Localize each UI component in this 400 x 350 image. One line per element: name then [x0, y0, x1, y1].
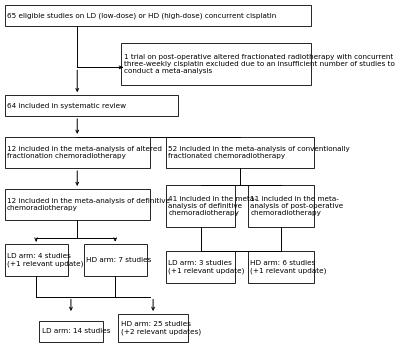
Text: 12 included in the meta-analysis of definitive
chemoradiotherapy: 12 included in the meta-analysis of defi… — [7, 198, 170, 211]
FancyBboxPatch shape — [118, 314, 188, 342]
Text: 64 included in systematic review: 64 included in systematic review — [7, 103, 126, 108]
Text: HD arm: 6 studies
(+1 relevant update): HD arm: 6 studies (+1 relevant update) — [250, 260, 327, 274]
FancyBboxPatch shape — [248, 186, 314, 227]
FancyBboxPatch shape — [4, 5, 311, 26]
Text: LD arm: 14 studies: LD arm: 14 studies — [42, 328, 110, 334]
Text: HD arm: 25 studies
(+2 relevant updates): HD arm: 25 studies (+2 relevant updates) — [121, 321, 201, 335]
Text: 12 included in the meta-analysis of altered
fractionation chemoradiotherapy: 12 included in the meta-analysis of alte… — [7, 146, 162, 159]
Text: 65 eligible studies on LD (low-dose) or HD (high-dose) concurrent cisplatin: 65 eligible studies on LD (low-dose) or … — [7, 12, 276, 19]
Text: HD arm: 7 studies: HD arm: 7 studies — [86, 257, 152, 263]
FancyBboxPatch shape — [248, 251, 314, 283]
FancyBboxPatch shape — [4, 244, 68, 276]
Text: 52 included in the meta-analysis of conventionally
fractionated chemoradiotherap: 52 included in the meta-analysis of conv… — [168, 146, 350, 159]
FancyBboxPatch shape — [84, 244, 147, 276]
Text: LD arm: 3 studies
(+1 relevant update): LD arm: 3 studies (+1 relevant update) — [168, 260, 245, 274]
FancyBboxPatch shape — [4, 95, 178, 116]
Text: 1 trial on post-operative altered fractionated radiotherapy with concurrent
thre: 1 trial on post-operative altered fracti… — [124, 54, 395, 74]
FancyBboxPatch shape — [166, 186, 235, 227]
FancyBboxPatch shape — [166, 137, 314, 168]
FancyBboxPatch shape — [122, 43, 311, 85]
Text: 41 included in the meta-
analysis of definitive
chemoradiotherapy: 41 included in the meta- analysis of def… — [168, 196, 257, 216]
FancyBboxPatch shape — [4, 137, 150, 168]
Text: LD arm: 4 studies
(+1 relevant update): LD arm: 4 studies (+1 relevant update) — [7, 253, 84, 267]
FancyBboxPatch shape — [166, 251, 235, 283]
FancyBboxPatch shape — [4, 189, 150, 220]
Text: 11 included in the meta-
analysis of post-operative
chemoradiotherapy: 11 included in the meta- analysis of pos… — [250, 196, 344, 216]
FancyBboxPatch shape — [39, 321, 102, 342]
